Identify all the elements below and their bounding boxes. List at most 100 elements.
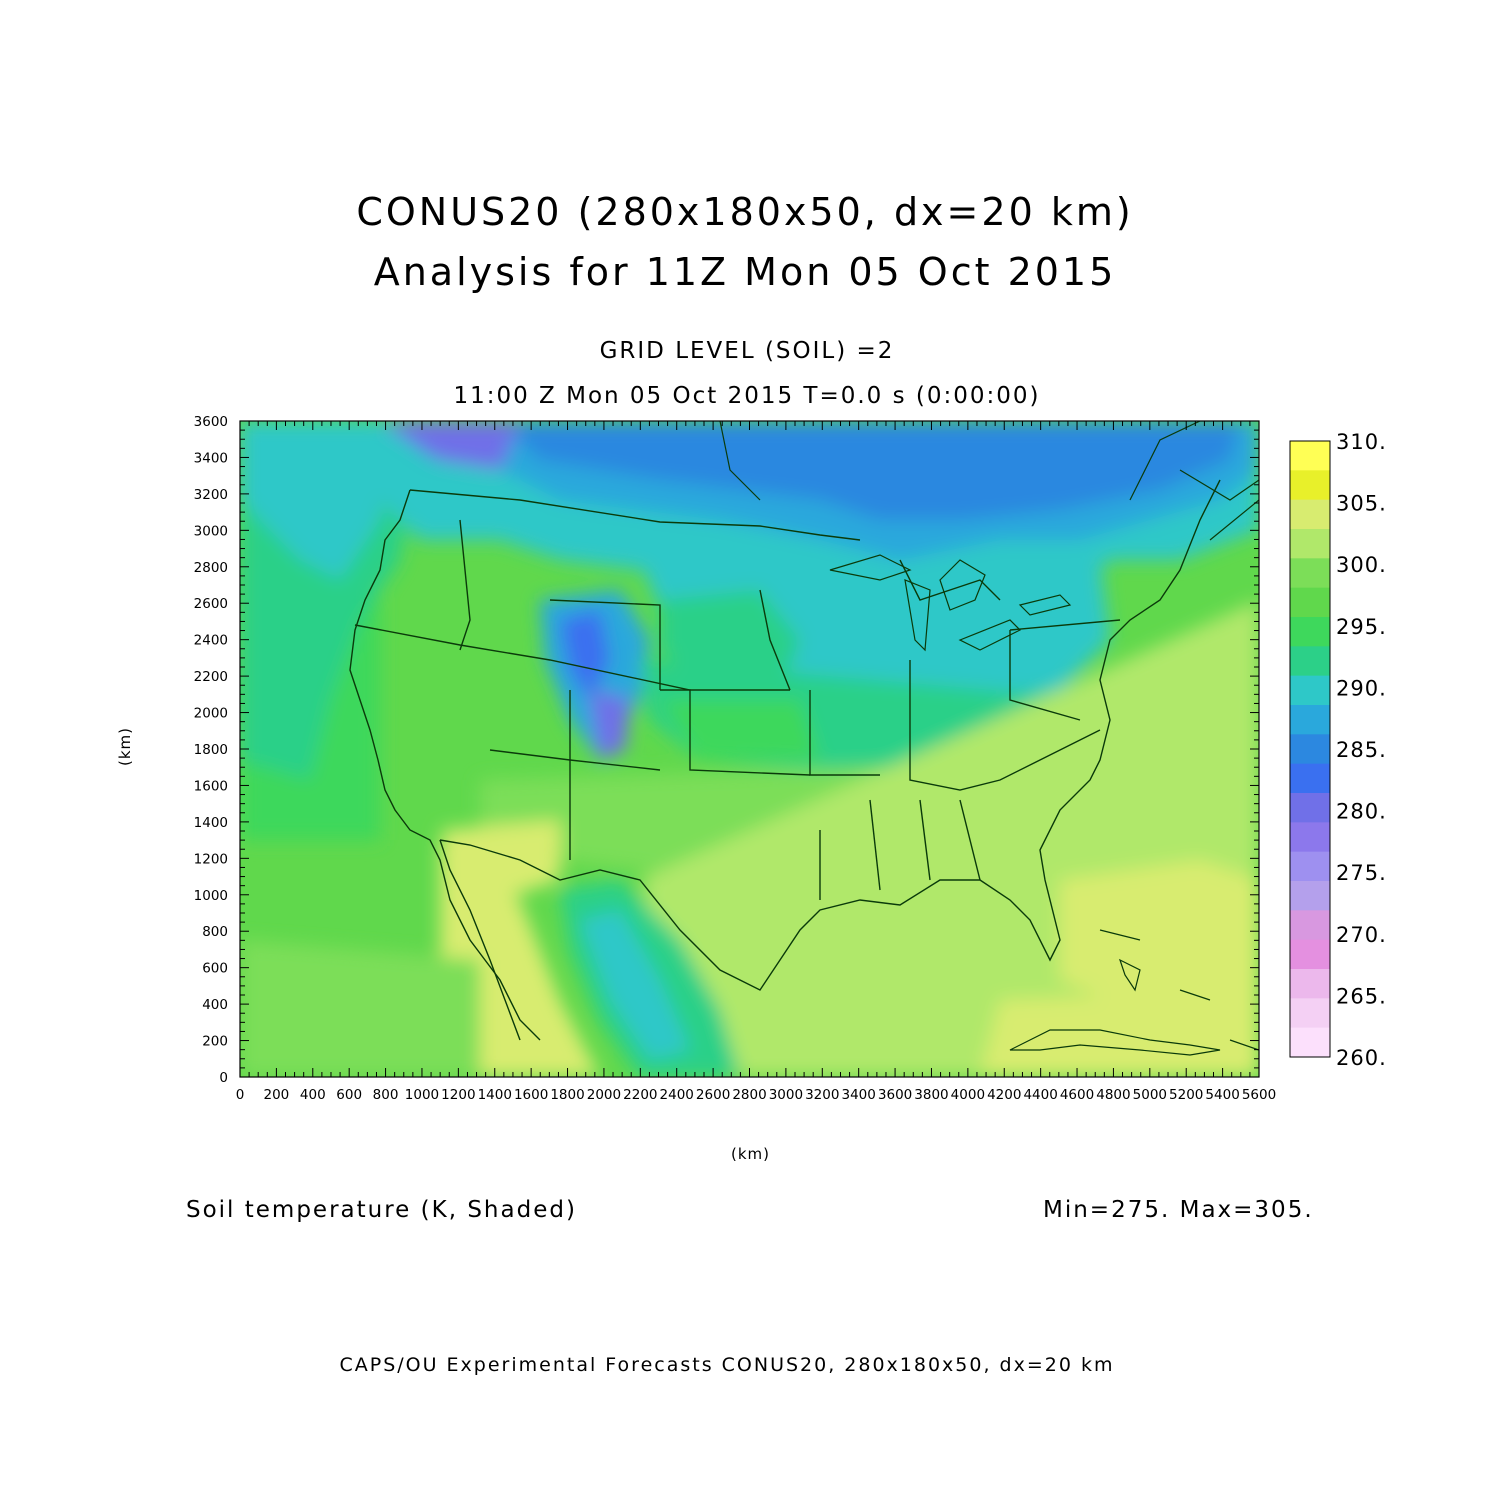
x-tick-label: 2200 — [623, 1087, 657, 1103]
x-tick-label: 2600 — [696, 1087, 730, 1103]
field-description: Soil temperature (K, Shaded) — [186, 1197, 577, 1223]
coastlines-and-borders — [349, 479, 1221, 1041]
footer-credit: CAPS/OU Experimental Forecasts CONUS20, … — [339, 1354, 1115, 1376]
y-tick-label: 1200 — [194, 851, 228, 867]
colorbar-label: 305. — [1336, 492, 1387, 516]
colorbar-label: 285. — [1336, 738, 1387, 762]
y-tick-label: 1800 — [194, 742, 228, 758]
x-tick-label: 3200 — [805, 1087, 839, 1103]
colorbar-swatch — [1290, 441, 1330, 471]
x-tick-label: 2400 — [660, 1087, 694, 1103]
colorbar-labels: 310. 305. 300. 295. 290. 285. 280. 275. 270. 265.… — [1336, 430, 1387, 1070]
colorbar-swatch — [1290, 1027, 1330, 1058]
colorbar-label: 275. — [1336, 861, 1387, 885]
y-tick-label: 200 — [202, 1034, 228, 1050]
y-tick-label: 0 — [219, 1070, 228, 1086]
y-tick-label: 2200 — [194, 669, 228, 685]
caribbean-coast — [1009, 929, 1259, 1056]
x-tick-labels: 0 200 400 600 800 1000 1200 1400 1600 1800 2000 220… — [236, 1087, 1276, 1103]
y-tick-label: 3400 — [194, 450, 228, 466]
y-tick-label: 1000 — [194, 888, 228, 904]
y-tick-label: 800 — [202, 924, 228, 940]
colorbar-label: 310. — [1336, 430, 1387, 454]
colorbar-swatch — [1290, 617, 1330, 647]
axis-ticks — [239, 420, 1260, 1078]
colorbar-swatch — [1290, 499, 1330, 530]
x-tick-label: 3000 — [769, 1087, 803, 1103]
map-title-line2: Analysis for 11Z Mon 05 Oct 2015 — [373, 250, 1117, 294]
x-tick-label: 1000 — [405, 1087, 439, 1103]
y-axis-label: (km) — [116, 726, 134, 766]
x-tick-label: 2800 — [732, 1087, 766, 1103]
colorbar-label: 300. — [1336, 553, 1387, 577]
y-tick-label: 2600 — [194, 596, 228, 612]
x-tick-label: 200 — [264, 1087, 290, 1103]
x-tick-label: 3400 — [841, 1087, 875, 1103]
y-tick-label: 2400 — [194, 633, 228, 649]
x-tick-label: 1400 — [478, 1087, 512, 1103]
colorbar-swatch — [1290, 705, 1330, 735]
soil-temperature-field — [240, 421, 1259, 1077]
x-tick-label: 4600 — [1060, 1087, 1094, 1103]
x-tick-label: 800 — [373, 1087, 399, 1103]
grid-level-subtitle: GRID LEVEL (SOIL) =2 — [599, 338, 895, 364]
x-tick-label: 2000 — [587, 1087, 621, 1103]
y-tick-label: 3000 — [194, 523, 228, 539]
y-tick-label: 2800 — [194, 560, 228, 576]
x-tick-label: 4400 — [1023, 1087, 1057, 1103]
colorbar-swatch — [1290, 529, 1330, 559]
x-tick-label: 5600 — [1242, 1087, 1276, 1103]
colorbar-label: 270. — [1336, 923, 1387, 947]
colorbar-label: 290. — [1336, 676, 1387, 700]
colorbar-label: 295. — [1336, 615, 1387, 639]
y-tick-labels: 0 200 400 600 800 1000 1200 1400 1600 1800 2000 220… — [194, 414, 228, 1086]
x-tick-label: 1800 — [550, 1087, 584, 1103]
min-max-readout: Min=275. Max=305. — [1043, 1197, 1314, 1223]
colorbar-swatch — [1290, 939, 1330, 970]
x-tick-label: 3800 — [914, 1087, 948, 1103]
x-tick-label: 4000 — [951, 1087, 985, 1103]
y-tick-label: 400 — [202, 997, 228, 1013]
x-tick-label: 0 — [236, 1087, 245, 1103]
colorbar-swatch — [1290, 646, 1330, 677]
colorbar-frame — [1289, 440, 1331, 1058]
y-tick-label: 2000 — [194, 706, 228, 722]
colorbar-swatch — [1290, 558, 1330, 589]
northeast-coast — [719, 421, 1259, 541]
map-title-line1: CONUS20 (280x180x50, dx=20 km) — [356, 190, 1134, 234]
x-tick-label: 5200 — [1169, 1087, 1203, 1103]
y-tick-label: 3200 — [194, 487, 228, 503]
colorbar-label: 280. — [1336, 800, 1387, 824]
x-tick-label: 600 — [336, 1087, 362, 1103]
colorbar-swatch — [1290, 910, 1330, 941]
colorbar-swatch — [1290, 998, 1330, 1029]
x-tick-label: 4200 — [987, 1087, 1021, 1103]
colorbar — [1289, 440, 1331, 1058]
y-tick-label: 1400 — [194, 815, 228, 831]
x-tick-label: 400 — [300, 1087, 326, 1103]
colorbar-label: 260. — [1336, 1046, 1387, 1070]
colorbar-swatch — [1290, 734, 1330, 765]
y-tick-label: 600 — [202, 961, 228, 977]
x-tick-label: 5400 — [1205, 1087, 1239, 1103]
colorbar-swatch — [1290, 881, 1330, 911]
valid-time-line: 11:00 Z Mon 05 Oct 2015 T=0.0 s (0:00:00… — [453, 383, 1041, 409]
x-tick-label: 4800 — [1096, 1087, 1130, 1103]
y-tick-label: 3600 — [194, 414, 228, 430]
y-tick-label: 1600 — [194, 778, 228, 794]
colorbar-swatch — [1290, 763, 1330, 794]
colorbar-swatch — [1290, 675, 1330, 706]
x-tick-label: 1600 — [514, 1087, 548, 1103]
x-tick-label: 5000 — [1133, 1087, 1167, 1103]
colorbar-swatch — [1290, 822, 1330, 853]
colorbar-swatch — [1290, 587, 1330, 618]
colorbar-swatch — [1290, 470, 1330, 501]
colorbar-swatch — [1290, 969, 1330, 999]
x-tick-label: 1200 — [441, 1087, 475, 1103]
colorbar-swatch — [1290, 793, 1330, 823]
great-lakes — [829, 554, 1072, 652]
x-axis-label: (km) — [731, 1145, 771, 1163]
colorbar-label: 265. — [1336, 984, 1387, 1008]
x-tick-label: 3600 — [878, 1087, 912, 1103]
